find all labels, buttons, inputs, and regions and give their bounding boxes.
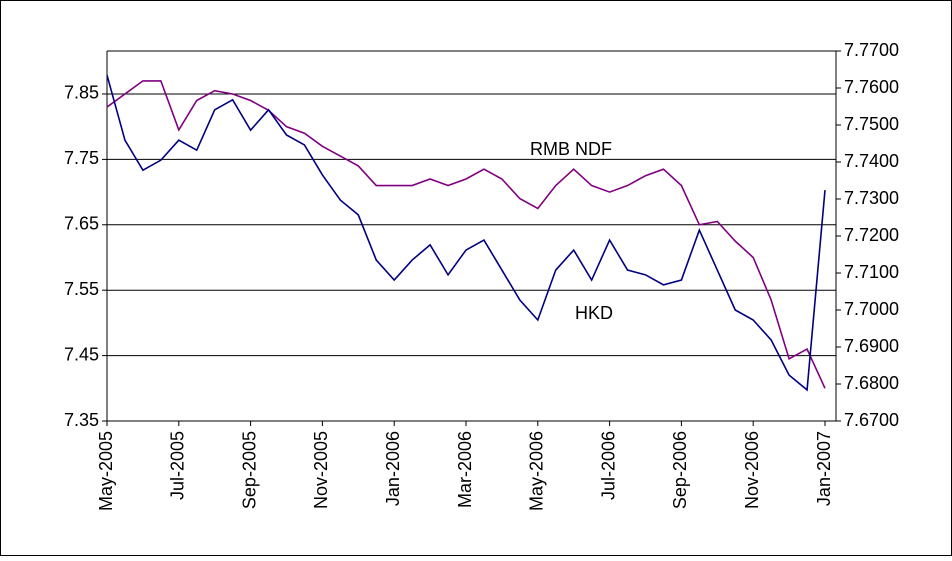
annotation: HKD bbox=[575, 303, 613, 323]
y2-tick-label: 7.6900 bbox=[844, 336, 899, 356]
x-tick-label: Jul-2005 bbox=[168, 431, 188, 500]
y2-tick-label: 7.6700 bbox=[844, 410, 899, 430]
series-line bbox=[106, 74, 826, 392]
x-tick-label: Sep-2006 bbox=[670, 431, 690, 509]
x-tick-label: Mar-2006 bbox=[455, 431, 475, 508]
series-line bbox=[106, 80, 826, 389]
x-tick-label: May-2005 bbox=[96, 431, 116, 511]
x-tick-label: Nov-2006 bbox=[742, 431, 762, 509]
y2-tick-label: 7.7200 bbox=[844, 225, 899, 245]
y-tick-label: 7.75 bbox=[64, 148, 99, 168]
y2-tick-label: 7.7400 bbox=[844, 151, 899, 171]
annotation: RMB NDF bbox=[530, 139, 612, 159]
y-tick-label: 7.35 bbox=[64, 410, 99, 430]
y2-tick-label: 7.7600 bbox=[844, 77, 899, 97]
y2-tick-label: 7.7700 bbox=[844, 40, 899, 60]
x-tick-label: Jul-2006 bbox=[598, 431, 618, 500]
x-tick-label: Nov-2005 bbox=[311, 431, 331, 509]
y2-tick-label: 7.7300 bbox=[844, 188, 899, 208]
x-tick-label: May-2006 bbox=[527, 431, 547, 511]
x-tick-label: Jan-2006 bbox=[383, 431, 403, 506]
y2-tick-label: 7.6800 bbox=[844, 373, 899, 393]
y2-tick-label: 7.7000 bbox=[844, 299, 899, 319]
y2-tick-label: 7.7500 bbox=[844, 114, 899, 134]
x-tick-label: Jan-2007 bbox=[814, 431, 834, 506]
x-tick-label: Sep-2005 bbox=[239, 431, 259, 509]
y-tick-label: 7.45 bbox=[64, 344, 99, 364]
y-tick-label: 7.65 bbox=[64, 214, 99, 234]
y-tick-label: 7.55 bbox=[64, 279, 99, 299]
y2-tick-label: 7.7100 bbox=[844, 262, 899, 282]
y-tick-label: 7.85 bbox=[64, 83, 99, 103]
